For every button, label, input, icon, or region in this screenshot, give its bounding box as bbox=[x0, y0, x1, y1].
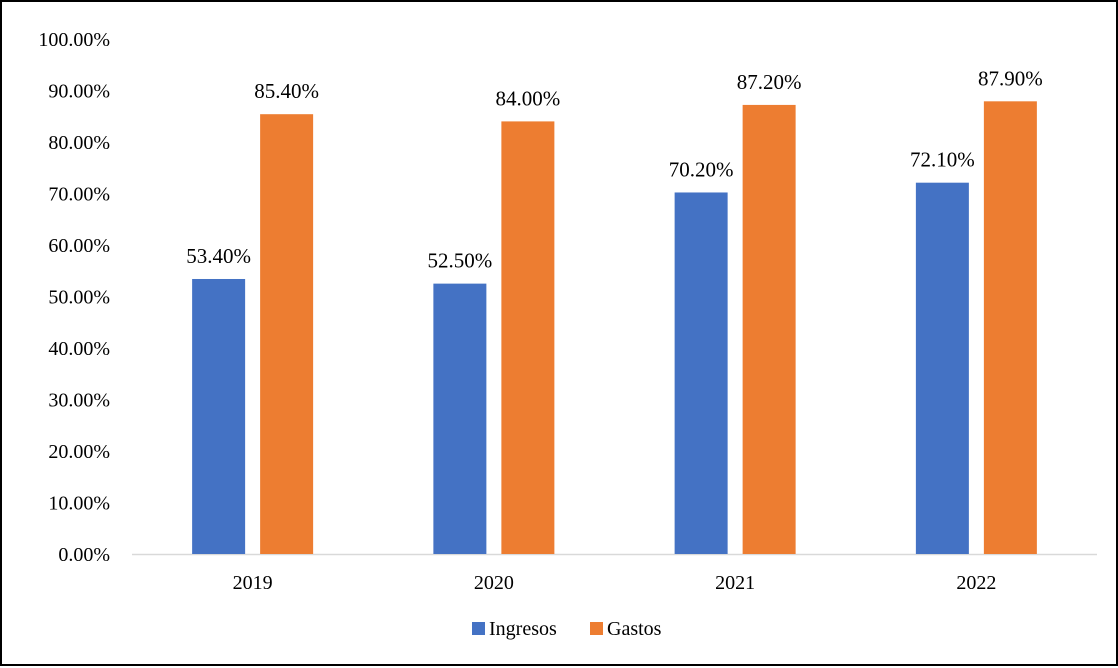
y-tick-label: 90.00% bbox=[48, 81, 110, 103]
bar-gastos-2019[interactable] bbox=[260, 114, 314, 554]
data-label-ingresos-2019: 53.40% bbox=[186, 244, 251, 268]
x-tick-label: 2019 bbox=[233, 572, 273, 594]
x-tick-label: 2022 bbox=[956, 572, 996, 594]
y-tick-label: 60.00% bbox=[48, 235, 110, 257]
y-tick-label: 40.00% bbox=[48, 338, 110, 360]
data-label-gastos-2020: 84.00% bbox=[496, 86, 561, 110]
bars bbox=[192, 101, 1037, 555]
bar-ingresos-2022[interactable] bbox=[915, 182, 969, 554]
y-tick-label: 70.00% bbox=[48, 184, 110, 206]
y-tick-label: 0.00% bbox=[58, 544, 110, 566]
bar-ingresos-2020[interactable] bbox=[433, 283, 487, 554]
bar-gastos-2022[interactable] bbox=[983, 101, 1037, 554]
bar-gastos-2021[interactable] bbox=[742, 104, 796, 555]
x-axis: 2019 2020 2021 2022 bbox=[132, 553, 1097, 594]
data-label-ingresos-2021: 70.20% bbox=[669, 157, 734, 181]
y-tick-label: 30.00% bbox=[48, 390, 110, 412]
legend-swatch-ingresos bbox=[472, 622, 485, 635]
bar-gastos-2020[interactable] bbox=[501, 121, 555, 555]
data-label-gastos-2021: 87.20% bbox=[737, 70, 802, 94]
data-label-ingresos-2020: 52.50% bbox=[428, 249, 493, 273]
bar-ingresos-2021[interactable] bbox=[674, 192, 728, 554]
y-tick-label: 80.00% bbox=[48, 132, 110, 154]
x-tick-label: 2021 bbox=[715, 572, 755, 594]
data-label-gastos-2019: 85.40% bbox=[254, 79, 319, 103]
y-axis: 0.00% 10.00% 20.00% 30.00% 40.00% 50.00% 60.00… bbox=[38, 29, 110, 566]
x-tick-label: 2020 bbox=[474, 572, 514, 594]
y-tick-label: 100.00% bbox=[38, 29, 110, 51]
y-tick-label: 50.00% bbox=[48, 287, 110, 309]
y-tick-label: 10.00% bbox=[48, 493, 110, 515]
bar-ingresos-2019[interactable] bbox=[192, 278, 246, 554]
data-label-gastos-2022: 87.90% bbox=[978, 66, 1043, 90]
legend-label-ingresos[interactable]: Ingresos bbox=[489, 618, 557, 640]
legend-label-gastos[interactable]: Gastos bbox=[607, 618, 662, 640]
legend-swatch-gastos bbox=[590, 622, 603, 635]
legend[interactable]: Ingresos Gastos bbox=[472, 618, 662, 640]
y-tick-label: 20.00% bbox=[48, 441, 110, 463]
data-labels: 53.40% 85.40% 52.50% 84.00% 70.20% 87.20% 72.1… bbox=[186, 66, 1043, 272]
data-label-ingresos-2022: 72.10% bbox=[910, 148, 975, 172]
